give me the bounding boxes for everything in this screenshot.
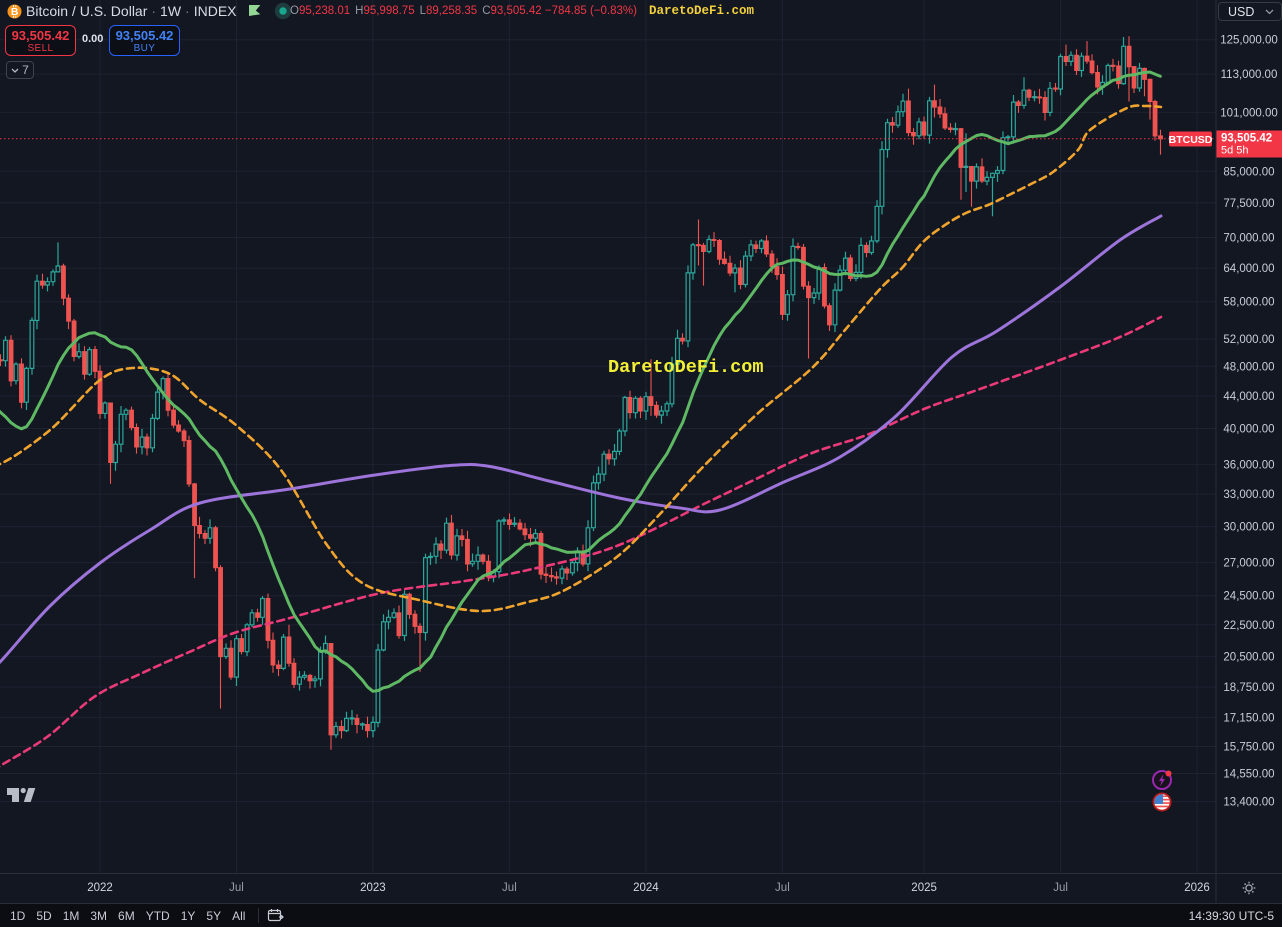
svg-text:48,000.00: 48,000.00: [1223, 361, 1274, 373]
svg-text:52,000.00: 52,000.00: [1223, 334, 1274, 346]
svg-text:2026: 2026: [1184, 882, 1210, 894]
svg-text:2024: 2024: [633, 882, 659, 894]
svg-text:2025: 2025: [911, 882, 937, 894]
svg-text:125,000.00: 125,000.00: [1220, 35, 1278, 47]
svg-text:5d 5h: 5d 5h: [1221, 145, 1249, 157]
svg-text:2022: 2022: [87, 882, 113, 894]
svg-text:27,000.00: 27,000.00: [1223, 558, 1274, 570]
svg-text:Jul: Jul: [502, 882, 517, 894]
svg-text:40,000.00: 40,000.00: [1223, 424, 1274, 436]
svg-text:58,000.00: 58,000.00: [1223, 297, 1274, 309]
svg-text:Jul: Jul: [229, 882, 244, 894]
svg-text:33,000.00: 33,000.00: [1223, 489, 1274, 501]
svg-text:70,000.00: 70,000.00: [1223, 233, 1274, 245]
svg-text:44,000.00: 44,000.00: [1223, 391, 1274, 403]
svg-text:BTCUSD: BTCUSD: [1169, 134, 1213, 146]
svg-text:2023: 2023: [360, 882, 386, 894]
svg-text:Jul: Jul: [775, 882, 790, 894]
svg-text:36,000.00: 36,000.00: [1223, 459, 1274, 471]
svg-text:13,400.00: 13,400.00: [1223, 797, 1274, 809]
svg-text:64,000.00: 64,000.00: [1223, 263, 1274, 275]
svg-text:77,500.00: 77,500.00: [1223, 198, 1274, 210]
svg-text:14,550.00: 14,550.00: [1223, 769, 1274, 781]
svg-text:17,150.00: 17,150.00: [1223, 712, 1274, 724]
svg-text:93,505.42: 93,505.42: [1221, 133, 1272, 145]
svg-text:22,500.00: 22,500.00: [1223, 620, 1274, 632]
svg-text:18,750.00: 18,750.00: [1223, 682, 1274, 694]
svg-text:B: B: [11, 6, 19, 18]
svg-text:101,000.00: 101,000.00: [1220, 107, 1278, 119]
svg-text:20,500.00: 20,500.00: [1223, 652, 1274, 664]
svg-text:Jul: Jul: [1053, 882, 1068, 894]
svg-text:15,750.00: 15,750.00: [1223, 742, 1274, 754]
svg-text:85,000.00: 85,000.00: [1223, 166, 1274, 178]
svg-text:113,000.00: 113,000.00: [1221, 69, 1278, 81]
svg-text:30,000.00: 30,000.00: [1223, 522, 1274, 534]
svg-text:24,500.00: 24,500.00: [1223, 591, 1274, 603]
